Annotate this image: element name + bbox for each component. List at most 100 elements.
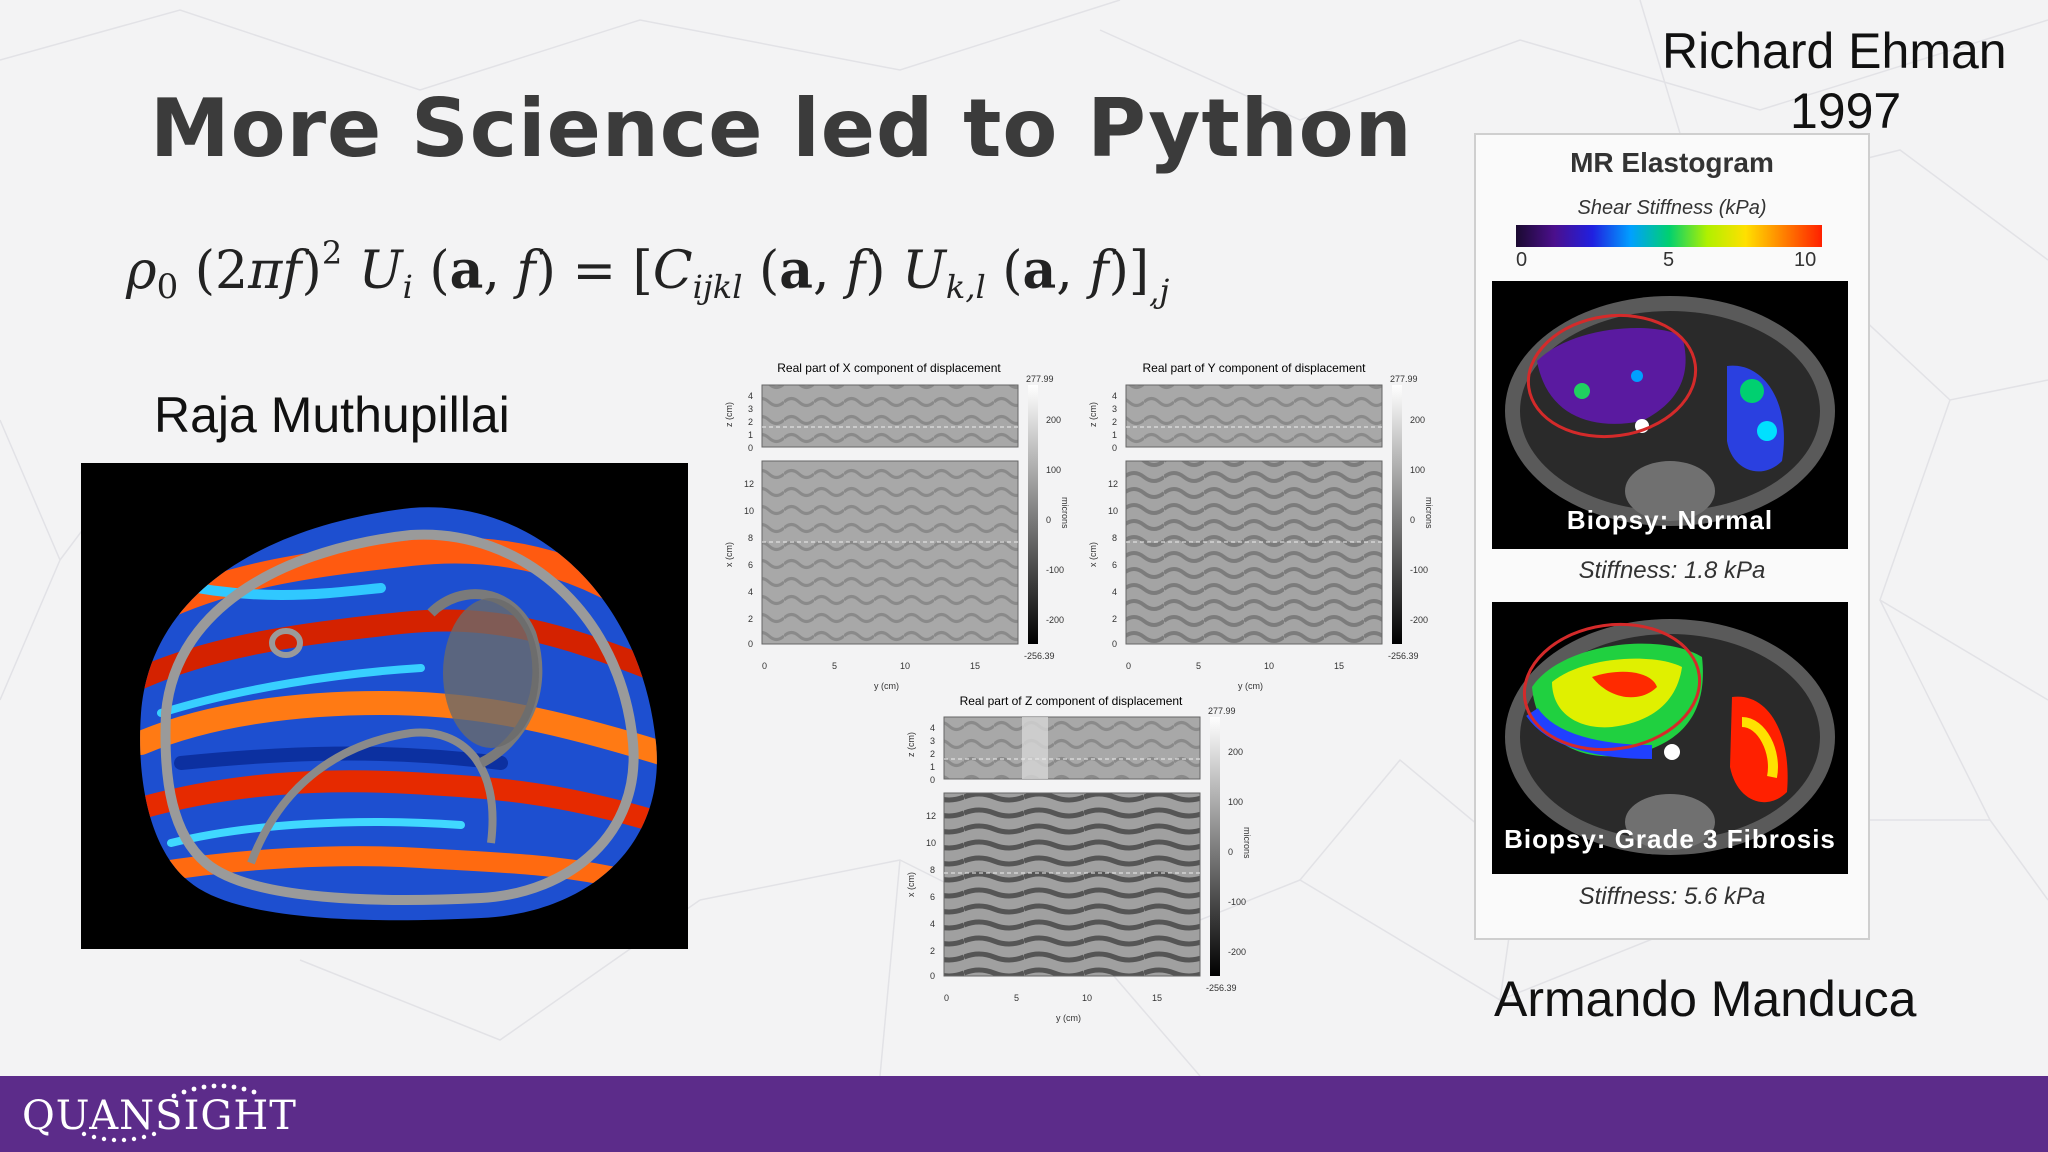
plot-x-z-label: z (cm) bbox=[724, 402, 734, 427]
elastogram-title: MR Elastogram bbox=[1570, 147, 1774, 178]
plot-z-y-tick: 5 bbox=[1014, 993, 1019, 1003]
plot-y-z-tick: 1 bbox=[1112, 430, 1117, 440]
plot-y-z-label: z (cm) bbox=[1088, 402, 1098, 427]
caption-raja-muthupillai: Raja Muthupillai bbox=[154, 387, 510, 443]
plot-z-x-tick: 4 bbox=[930, 919, 935, 929]
plot-z-y-tick: 0 bbox=[944, 993, 949, 1003]
plot-x-x-tick: 10 bbox=[744, 506, 754, 516]
plot-x-cbar-max: 277.99 bbox=[1026, 374, 1054, 384]
plot-x-cbar-tick: 0 bbox=[1046, 515, 1051, 525]
plot-z-cbar-label: microns bbox=[1242, 827, 1252, 859]
elastogram-color-scale bbox=[1516, 225, 1822, 247]
plot-z-cbar-tick: -200 bbox=[1228, 947, 1246, 957]
plot-z-cbar-max: 277.99 bbox=[1208, 706, 1236, 716]
plot-z-x-tick: 2 bbox=[930, 946, 935, 956]
plot-z-z-tick: 2 bbox=[930, 749, 935, 759]
plot-z-cbar-min: -256.39 bbox=[1206, 983, 1237, 993]
plot-x-cbar-tick: 200 bbox=[1046, 415, 1061, 425]
plot-y-x-tick: 2 bbox=[1112, 614, 1117, 624]
plot-x-z-tick: 2 bbox=[748, 417, 753, 427]
plot-y-x-tick: 4 bbox=[1112, 587, 1117, 597]
plot-z-title: Real part of Z component of displacement bbox=[960, 694, 1183, 708]
footer-bar bbox=[0, 1076, 2048, 1152]
plot-x-x-tick: 4 bbox=[748, 587, 753, 597]
plot-z-z-label: z (cm) bbox=[906, 732, 916, 757]
plot-x-z-tick: 0 bbox=[748, 443, 753, 453]
plot-y-cbar-min: -256.39 bbox=[1388, 651, 1419, 661]
plot-z-x-tick: 0 bbox=[930, 971, 935, 981]
plot-y-x-tick: 12 bbox=[1108, 479, 1118, 489]
plot-x-x-tick: 2 bbox=[748, 614, 753, 624]
plot-y-cbar-tick: -100 bbox=[1410, 565, 1428, 575]
plot-y-title: Real part of Y component of displacement bbox=[1142, 361, 1366, 375]
plot-z-y-tick: 10 bbox=[1082, 993, 1092, 1003]
displacement-plots: Real part of X component of displacement… bbox=[724, 361, 1434, 1023]
biopsy-fibrosis-label: Biopsy: Grade 3 Fibrosis bbox=[1504, 824, 1836, 854]
logo-arc-bottom-icon bbox=[81, 1131, 157, 1143]
elastogram-fibrosis-image: Biopsy: Grade 3 Fibrosis bbox=[1492, 602, 1848, 874]
plot-z-z-tick: 4 bbox=[930, 723, 935, 733]
plot-z-x-tick: 8 bbox=[930, 865, 935, 875]
plot-x-z-tick: 3 bbox=[748, 404, 753, 414]
plot-x-y-tick: 10 bbox=[900, 661, 910, 671]
plot-y-cbar-tick: 0 bbox=[1410, 515, 1415, 525]
plot-x-x-tick: 6 bbox=[748, 560, 753, 570]
plot-z-cbar-tick: 100 bbox=[1228, 797, 1243, 807]
plot-y-z-tick: 4 bbox=[1112, 391, 1117, 401]
plot-y-cbar-tick: 200 bbox=[1410, 415, 1425, 425]
elastogram-scale-label: Shear Stiffness (kPa) bbox=[1577, 197, 1767, 219]
plot-x-cbar-min: -256.39 bbox=[1024, 651, 1055, 661]
plot-z-z-tick: 3 bbox=[930, 736, 935, 746]
elastogram-scale-min: 0 bbox=[1516, 249, 1528, 271]
stiffness-normal-label: Stiffness: 1.8 kPa bbox=[1578, 557, 1766, 584]
roi-ellipse bbox=[1522, 622, 1702, 752]
stiffness-fibrosis-label: Stiffness: 5.6 kPa bbox=[1578, 883, 1766, 910]
plot-y-y-tick: 15 bbox=[1334, 661, 1344, 671]
plot-y-y-tick: 10 bbox=[1264, 661, 1274, 671]
plot-y-x-label: x (cm) bbox=[1088, 542, 1098, 567]
plot-x-cbar-tick: -200 bbox=[1046, 615, 1064, 625]
plot-x-y-tick: 15 bbox=[970, 661, 980, 671]
wave-equation: ρ0 (2πf)2 Ui (a, f) = [Cijkl (a, f) Uk,l… bbox=[125, 234, 1169, 310]
plot-y-cbar-tick: -200 bbox=[1410, 615, 1428, 625]
mre-wave-image bbox=[81, 463, 688, 949]
roi-ellipse bbox=[1526, 313, 1698, 439]
plot-x-x-tick: 0 bbox=[748, 639, 753, 649]
plot-z-x-tick: 10 bbox=[926, 838, 936, 848]
plot-x-cbar-tick: 100 bbox=[1046, 465, 1061, 475]
plot-y-x-tick: 8 bbox=[1112, 533, 1117, 543]
plot-x-cbar-tick: -100 bbox=[1046, 565, 1064, 575]
plot-y-y-label: y (cm) bbox=[1238, 681, 1263, 691]
plot-z-cbar-tick: 0 bbox=[1228, 847, 1233, 857]
plot-z-x-tick: 6 bbox=[930, 892, 935, 902]
plot-x-x-tick: 12 bbox=[744, 479, 754, 489]
elastogram-scale-mid: 5 bbox=[1663, 249, 1675, 271]
plot-y-y-tick: 0 bbox=[1126, 661, 1131, 671]
plot-y-y-tick: 5 bbox=[1196, 661, 1201, 671]
caption-armando-manduca: Armando Manduca bbox=[1494, 971, 1917, 1027]
plot-z-z-tick: 0 bbox=[930, 775, 935, 785]
plot-x-y-tick: 5 bbox=[832, 661, 837, 671]
caption-year: 1997 bbox=[1790, 83, 1902, 139]
biopsy-normal-label: Biopsy: Normal bbox=[1566, 505, 1774, 535]
plot-z-cbar-tick: -100 bbox=[1228, 897, 1246, 907]
mr-elastogram-panel: MR Elastogram Shear Stiffness (kPa) 0 5 … bbox=[1474, 133, 1870, 940]
plot-y-cbar-label: microns bbox=[1424, 497, 1434, 529]
plot-x-y-tick: 0 bbox=[762, 661, 767, 671]
plot-z-y-label: y (cm) bbox=[1056, 1013, 1081, 1023]
plot-y-z-tick: 2 bbox=[1112, 417, 1117, 427]
plot-y-z-tick: 0 bbox=[1112, 443, 1117, 453]
plot-y-cbar-tick: 100 bbox=[1410, 465, 1425, 475]
plot-z-x-tick: 12 bbox=[926, 811, 936, 821]
logo-arc-icon bbox=[171, 1083, 257, 1099]
plot-z-z-tick: 1 bbox=[930, 762, 935, 772]
plot-y-x-tick: 6 bbox=[1112, 560, 1117, 570]
plot-z-y-tick: 15 bbox=[1152, 993, 1162, 1003]
plot-x-title: Real part of X component of displacement bbox=[777, 361, 1001, 375]
plot-z-cbar-tick: 200 bbox=[1228, 747, 1243, 757]
plot-x-z-tick: 1 bbox=[748, 430, 753, 440]
plot-x-x-tick: 8 bbox=[748, 533, 753, 543]
plot-y-z-tick: 3 bbox=[1112, 404, 1117, 414]
plot-x-z-tick: 4 bbox=[748, 391, 753, 401]
caption-richard-ehman: Richard Ehman bbox=[1662, 23, 2007, 79]
